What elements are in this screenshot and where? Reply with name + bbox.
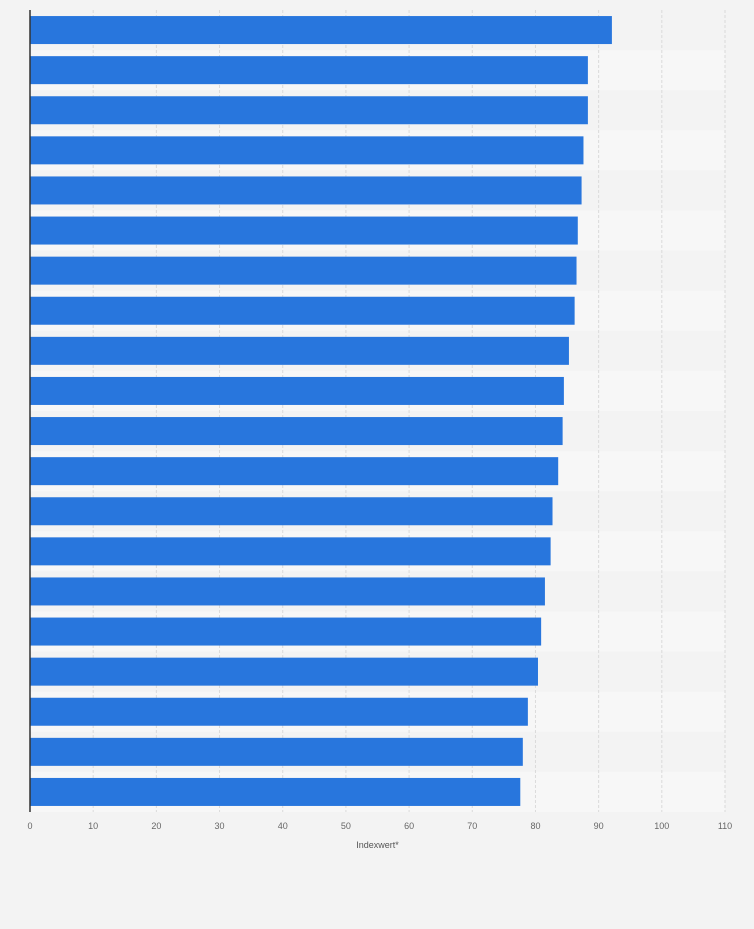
x-axis-title: Indexwert* [356,840,399,850]
bar [30,417,563,446]
bar [30,136,584,165]
bar [30,256,577,285]
x-tick-label: 80 [530,821,540,831]
x-tick-labels: 0 10 20 30 40 50 60 70 80 90 100 110 [27,821,732,831]
x-tick-label: 100 [654,821,669,831]
bar [30,216,578,245]
x-tick-label: 70 [467,821,477,831]
x-tick-label: 110 [718,821,732,831]
x-tick-label: 40 [278,821,288,831]
bar [30,56,588,85]
bar [30,537,551,566]
x-tick-label: 60 [404,821,414,831]
x-tick-label: 50 [341,821,351,831]
bar [30,296,575,325]
bar [30,577,545,606]
x-tick-label: 20 [151,821,161,831]
bar [30,777,521,806]
bar [30,376,564,405]
x-tick-label: 90 [594,821,604,831]
grid-lines [92,10,726,812]
bar [30,737,523,766]
x-tick-label: 10 [88,821,98,831]
x-tick-label: 30 [215,821,225,831]
bar [30,697,528,726]
bar [30,336,569,365]
bar [30,176,582,205]
bar [30,96,588,125]
bar [30,497,553,526]
bar [30,457,559,486]
bar [30,657,538,686]
row-bands [30,10,725,812]
x-tick-label: 0 [27,821,32,831]
bar [30,16,612,45]
bars [30,16,612,806]
bar [30,617,542,646]
